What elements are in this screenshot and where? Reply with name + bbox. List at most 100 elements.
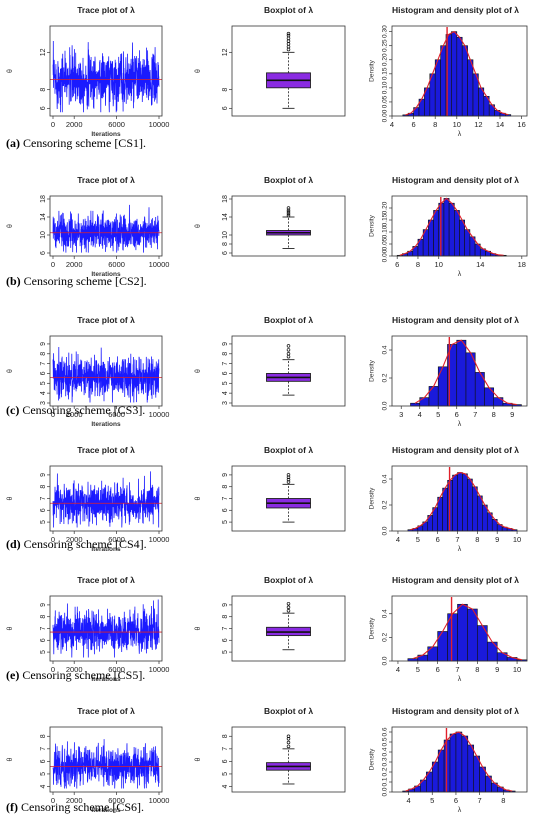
histogram-x-tick-label: 8 xyxy=(433,120,437,129)
trace-x-axis-label: Iterations xyxy=(91,131,121,138)
trace-y-tick-label: 7 xyxy=(40,496,47,500)
histogram-x-tick-label: 10 xyxy=(513,665,521,674)
histogram-x-tick-label: 9 xyxy=(510,410,514,419)
trace-y-tick-label: 8 xyxy=(40,734,47,738)
boxplot-y-tick-label: 8 xyxy=(222,352,229,356)
boxplot-y-tick-label: 8 xyxy=(222,242,229,246)
boxplot-y-tick-label: 4 xyxy=(222,784,229,788)
trace-x-tick-label: 10000 xyxy=(149,260,170,269)
histogram-x-tick-label: 12 xyxy=(474,120,482,129)
trace-x-tick-label: 6000 xyxy=(108,665,125,674)
histogram-y-tick-label: 0.15 xyxy=(382,213,389,226)
boxplot-outlier xyxy=(286,354,291,359)
boxplot-y-axis-label: θ xyxy=(195,224,202,228)
panel-caption: (c) Censoring scheme [CS3]. xyxy=(6,403,145,418)
trace-y-tick-label: 9 xyxy=(40,342,47,346)
boxplot-y-tick-label: 10 xyxy=(222,231,229,239)
trace-x-tick-label: 10000 xyxy=(149,120,170,129)
histogram-x-tick-label: 8 xyxy=(416,260,420,269)
boxplot-y-tick-label: 9 xyxy=(222,603,229,607)
histogram-frame xyxy=(391,195,528,257)
histogram-x-tick-label: 9 xyxy=(495,535,499,544)
trace-series-line xyxy=(52,40,160,113)
trace-x-tick-label: 0 xyxy=(51,120,55,129)
boxplot-y-axis-label: θ xyxy=(195,369,202,373)
boxplot-y-tick-label: 6 xyxy=(222,251,229,255)
boxplot-title: Boxplot of λ xyxy=(264,445,313,455)
boxplot-outlier xyxy=(286,740,291,745)
boxplot-outlier xyxy=(286,609,291,613)
trace-x-tick-label: 10000 xyxy=(149,535,170,544)
histogram-x-tick-label: 8 xyxy=(475,665,479,674)
histogram-y-axis-label: Density xyxy=(369,487,376,509)
trace-plot-title: Trace plot of λ xyxy=(77,706,135,716)
trace-x-tick-label: 2000 xyxy=(66,665,83,674)
histogram-x-tick-label: 4 xyxy=(406,796,410,805)
trace-x-axis-label: Iterations xyxy=(91,807,121,814)
trace-x-tick-label: 2000 xyxy=(66,796,83,805)
histogram-bar xyxy=(427,646,438,662)
histogram-bar xyxy=(461,735,469,793)
histogram-bar xyxy=(486,641,498,662)
boxplot-outlier xyxy=(286,605,291,610)
histogram-bar xyxy=(457,603,468,662)
figure-row-2: Trace plot of λ Boxplot of λ Histogram and… xyxy=(7,175,528,278)
trace-y-tick-label: 8 xyxy=(40,485,47,489)
histogram-y-tick-label: 0.0 xyxy=(382,656,389,665)
trace-y-tick-label: 5 xyxy=(40,772,47,776)
trace-y-tick-label: 10 xyxy=(40,231,47,239)
trace-y-axis-label: θ xyxy=(7,369,14,373)
trace-series-line xyxy=(52,346,160,403)
boxplot-y-tick-label: 18 xyxy=(222,195,229,203)
histogram-bar xyxy=(477,495,483,532)
boxplot-y-tick-label: 6 xyxy=(222,106,229,110)
trace-x-tick-label: 0 xyxy=(51,535,55,544)
density-curve xyxy=(412,603,523,661)
histogram-y-axis-label: Density xyxy=(369,214,376,236)
histogram-x-tick-label: 6 xyxy=(412,120,416,129)
caption-letter: (e) xyxy=(6,668,20,682)
boxplot-y-tick-label: 6 xyxy=(222,371,229,375)
histogram-x-axis-label: λ xyxy=(458,131,462,138)
histogram-bar xyxy=(467,478,473,532)
trace-y-tick-label: 18 xyxy=(40,195,47,203)
trace-y-tick-label: 9 xyxy=(40,473,47,477)
boxplot-y-tick-label: 8 xyxy=(222,485,229,489)
histogram-bar xyxy=(443,198,450,257)
histogram-bar xyxy=(464,229,471,257)
panel-caption: (b) Censoring scheme [CS2]. xyxy=(6,274,147,289)
histogram-bar xyxy=(467,744,475,793)
trace-y-axis-label: θ xyxy=(7,224,14,228)
trace-x-tick-label: 0 xyxy=(51,665,55,674)
histogram-y-tick-label: 0.5 xyxy=(382,737,389,746)
histogram-y-tick-label: 0.10 xyxy=(382,225,389,238)
trace-series-line xyxy=(52,599,160,658)
trace-y-tick-label: 6 xyxy=(40,106,47,110)
trace-x-tick-label: 10000 xyxy=(149,796,170,805)
trace-plot-title: Trace plot of λ xyxy=(77,445,135,455)
boxplot-frame xyxy=(231,195,346,257)
boxplot-outlier xyxy=(286,39,291,43)
figure-row-4: Trace plot of λ Boxplot of λ Histogram and… xyxy=(7,445,528,553)
histogram-bar xyxy=(478,87,485,117)
histogram-x-tick-label: 9 xyxy=(495,665,499,674)
trace-y-tick-label: 5 xyxy=(40,650,47,654)
trace-y-tick-label: 6 xyxy=(40,251,47,255)
boxplot-y-tick-label: 6 xyxy=(222,508,229,512)
histogram-x-tick-label: 7 xyxy=(455,665,459,674)
histogram-x-tick-label: 4 xyxy=(390,120,394,129)
histogram-y-axis-label: Density xyxy=(369,59,376,81)
caption-text: Censoring scheme [CS4]. xyxy=(20,537,147,551)
trace-plot-frame xyxy=(49,195,163,257)
histogram-x-tick-label: 6 xyxy=(455,410,459,419)
boxplot-outlier xyxy=(286,744,291,749)
boxplot-y-tick-label: 4 xyxy=(222,391,229,395)
panel-caption: (f) Censoring scheme [CS6]. xyxy=(6,800,144,815)
trace-plot-frame xyxy=(49,25,163,117)
boxplot-y-tick-label: 9 xyxy=(222,473,229,477)
trace-y-axis-label: θ xyxy=(7,496,14,500)
histogram-bar xyxy=(437,749,445,793)
histogram-bar xyxy=(428,219,434,257)
boxplot-outlier xyxy=(286,210,291,214)
boxplot-outlier xyxy=(286,475,291,480)
